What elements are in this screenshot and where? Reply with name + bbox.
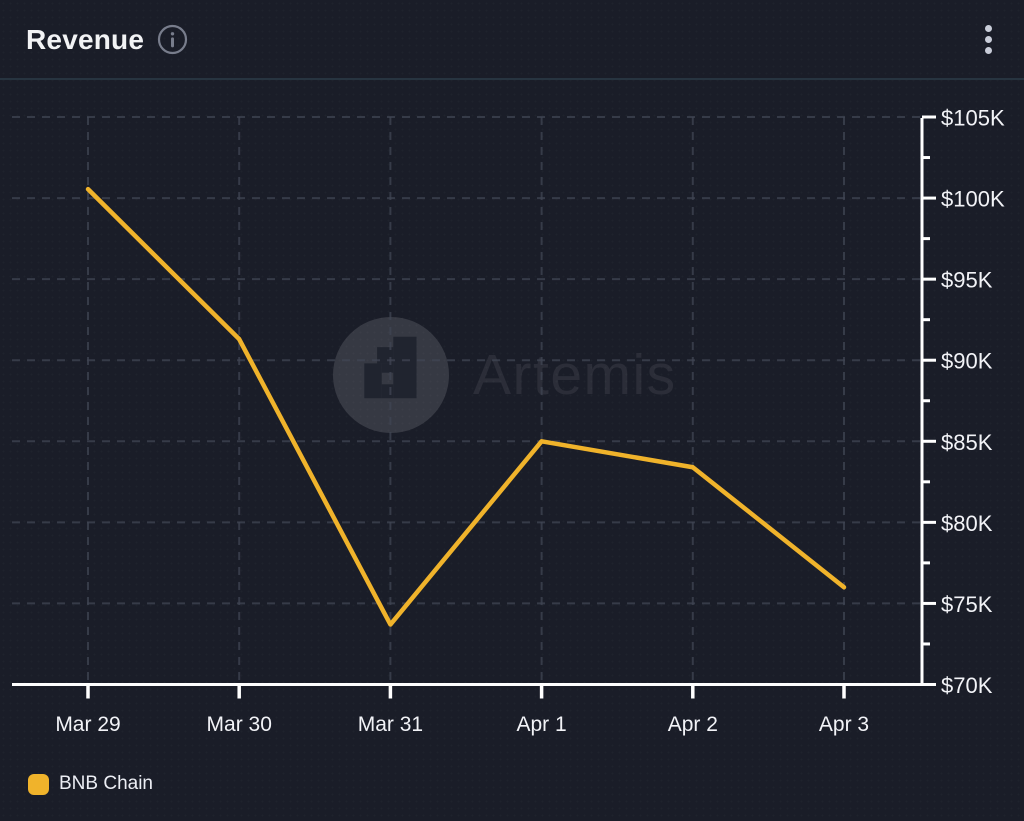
page-title: Revenue: [26, 23, 145, 55]
y-tick-label: $80K: [941, 511, 993, 536]
x-tick-label: Mar 29: [55, 713, 120, 736]
kebab-dot: [985, 36, 992, 43]
y-tick-label: $75K: [941, 592, 993, 617]
y-tick-label: $70K: [941, 673, 993, 698]
x-tick-label: Mar 31: [358, 713, 423, 736]
legend-item-bnb-chain[interactable]: BNB Chain: [28, 773, 153, 795]
kebab-dot: [985, 47, 992, 54]
info-icon[interactable]: [157, 24, 188, 55]
y-tick-label: $85K: [941, 430, 993, 455]
series-line-bnb-chain[interactable]: [85, 186, 847, 627]
legend-swatch: [28, 773, 49, 795]
chart-header: Revenue: [0, 0, 1024, 79]
legend-label: BNB Chain: [59, 773, 153, 794]
y-tick-label: $105K: [941, 106, 1005, 131]
x-tick-label: Apr 3: [819, 713, 869, 736]
y-tick-label: $100K: [941, 187, 1005, 212]
x-tick-label: Apr 1: [516, 713, 566, 736]
x-tick-label: Apr 2: [668, 713, 718, 736]
y-tick-label: $95K: [941, 268, 993, 293]
kebab-menu-icon[interactable]: [979, 21, 998, 58]
x-tick-label: Mar 30: [207, 713, 272, 736]
kebab-dot: [985, 25, 992, 32]
y-tick-label: $90K: [941, 349, 993, 374]
header-divider: [0, 78, 1024, 80]
